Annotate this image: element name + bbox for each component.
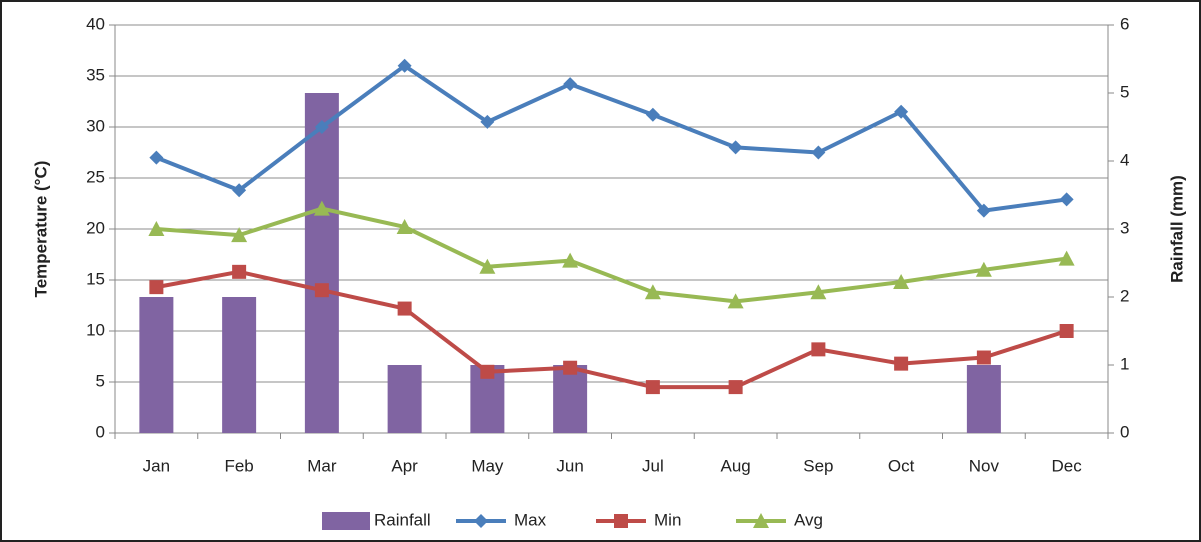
y-tick-label: 5	[96, 371, 105, 390]
point	[480, 364, 495, 379]
point	[894, 104, 909, 119]
point	[397, 301, 412, 316]
point	[148, 221, 165, 236]
point	[810, 284, 827, 300]
point	[479, 258, 496, 274]
point	[975, 261, 992, 277]
point	[480, 114, 495, 129]
y2-tick-label: 3	[1120, 218, 1129, 237]
point	[727, 293, 744, 309]
y2-tick-label: 6	[1120, 14, 1129, 33]
x-tick-label: Sep	[803, 456, 833, 475]
point	[396, 218, 413, 234]
bar	[304, 93, 339, 433]
point	[563, 360, 578, 375]
legend-marker	[614, 514, 628, 528]
point	[232, 264, 247, 279]
point	[894, 356, 909, 371]
line	[155, 63, 1067, 213]
legend-label: Avg	[794, 510, 823, 529]
point	[231, 227, 248, 243]
x-tick-label: Aug	[721, 456, 751, 475]
legend-label: Max	[514, 510, 547, 529]
x-tick-label: Feb	[224, 456, 253, 475]
legend-marker	[753, 513, 769, 528]
point	[563, 77, 578, 92]
point	[728, 140, 743, 155]
legend-swatch	[322, 512, 370, 530]
bar	[139, 297, 174, 433]
y-tick-label: 40	[86, 14, 105, 33]
bar	[966, 365, 1001, 433]
y-tick-label: 30	[86, 116, 105, 135]
x-tick-label: Mar	[307, 456, 337, 475]
line	[156, 269, 1068, 390]
y-tick-label: 20	[86, 218, 105, 237]
y2-tick-label: 5	[1120, 82, 1129, 101]
point	[645, 380, 660, 395]
point	[811, 145, 826, 160]
x-tick-label: Dec	[1052, 456, 1083, 475]
legend-label: Min	[654, 510, 681, 529]
point	[232, 183, 247, 198]
y2-tick-label: 2	[1120, 286, 1129, 305]
y2-axis-title: Rainfall (mm)	[1167, 175, 1186, 283]
point	[149, 150, 164, 165]
point	[976, 203, 991, 218]
point	[645, 107, 660, 122]
y-tick-label: 15	[86, 269, 105, 288]
x-tick-label: Apr	[391, 456, 418, 475]
x-tick-label: Jul	[642, 456, 664, 475]
y-tick-label: 0	[96, 422, 105, 441]
bar	[387, 365, 422, 433]
bar	[553, 365, 588, 433]
point	[811, 342, 826, 357]
x-tick-label: May	[471, 456, 504, 475]
x-tick-label: Oct	[888, 456, 915, 475]
point	[893, 274, 910, 290]
legend-label: Rainfall	[374, 510, 431, 529]
y2-tick-label: 4	[1120, 150, 1129, 169]
point	[1059, 324, 1074, 338]
point	[149, 280, 164, 295]
point	[1059, 192, 1074, 207]
point	[1058, 250, 1075, 266]
x-tick-label: Nov	[969, 456, 1000, 475]
x-tick-label: Jun	[556, 456, 583, 475]
point	[728, 380, 743, 395]
point	[976, 350, 991, 365]
point	[314, 283, 329, 298]
y2-tick-label: 0	[1120, 422, 1129, 441]
point	[314, 120, 329, 134]
point	[644, 284, 661, 300]
bar	[222, 297, 257, 433]
point	[397, 58, 412, 73]
y-tick-label: 25	[86, 167, 105, 186]
line	[156, 206, 1067, 304]
y-tick-label: 35	[86, 65, 105, 84]
x-tick-label: Jan	[143, 456, 170, 475]
y2-tick-label: 1	[1120, 354, 1129, 373]
point	[313, 200, 330, 216]
point	[562, 252, 579, 268]
y-axis-title: Temperature (°C)	[31, 161, 50, 298]
legend-marker	[474, 514, 488, 528]
y-tick-label: 10	[86, 320, 105, 339]
